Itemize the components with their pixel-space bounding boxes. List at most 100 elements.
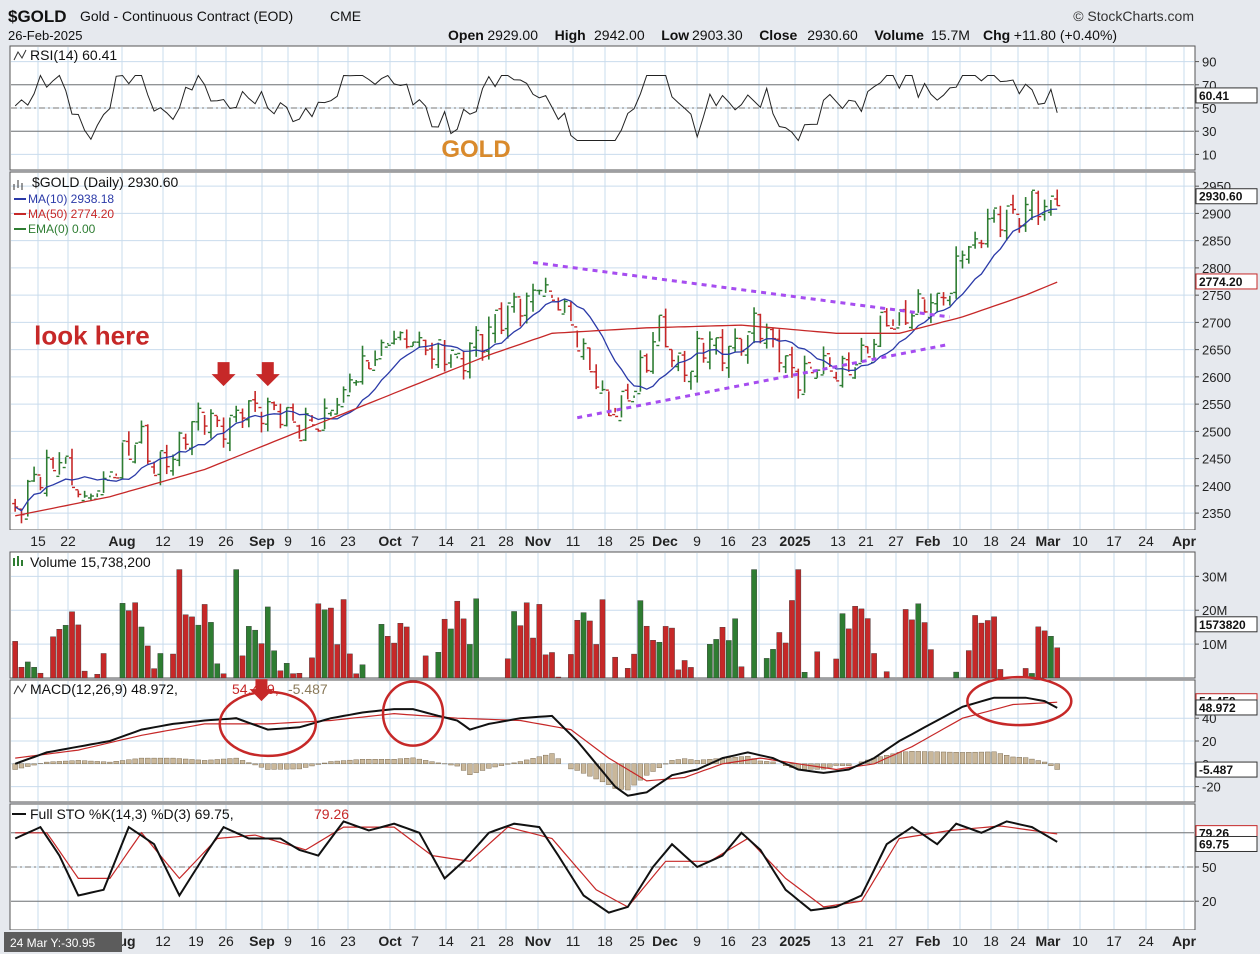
volume-bar <box>662 626 669 679</box>
macd-histogram-bar <box>404 758 410 765</box>
macd-line <box>14 696 1058 797</box>
volume-bar <box>782 642 789 679</box>
macd-histogram-bar <box>530 758 536 765</box>
date-axis-label: 27 <box>888 533 904 549</box>
date-axis-label: 16 <box>310 933 326 949</box>
volume-bar <box>448 628 454 679</box>
volume-bar <box>858 608 865 679</box>
macd-histogram-bar <box>227 758 233 765</box>
macd-histogram-bar <box>113 761 119 764</box>
macd-histogram-bar <box>309 763 315 767</box>
date-axis-label: 21 <box>858 533 874 549</box>
macd-histogram-bar <box>947 751 953 764</box>
date-axis-label: Sep <box>249 933 275 949</box>
date-axis-label: 18 <box>597 533 613 549</box>
date-axis-band <box>0 930 1260 950</box>
volume-bar <box>536 604 543 679</box>
macd-histogram-bar <box>479 763 486 771</box>
macd-histogram-bar <box>669 760 675 765</box>
volume-bar <box>997 669 1004 679</box>
macd-histogram-bar <box>921 751 928 764</box>
macd-histogram-bar <box>694 760 700 765</box>
volume-bar <box>397 623 404 679</box>
date-axis-label: Oct <box>378 933 402 949</box>
price-y-tick-label: 2850 <box>1202 234 1231 249</box>
macd-histogram-bar <box>1023 757 1029 765</box>
rsi-y-tick-label: 10 <box>1202 147 1216 162</box>
price-legend-item: MA(10) 2938.18 <box>28 192 114 206</box>
volume-bar <box>50 636 56 679</box>
volume-bar <box>814 651 821 679</box>
macd-histogram-bar <box>214 759 220 765</box>
macd-histogram-bar <box>176 758 182 765</box>
macd-histogram-bar <box>372 759 378 764</box>
macd-histogram-bar <box>290 763 296 770</box>
volume-bar <box>624 668 631 679</box>
macd-histogram-bar <box>277 763 284 770</box>
date-axis-label: 19 <box>188 933 204 949</box>
gold-annotation: GOLD <box>441 136 510 163</box>
volume-bar <box>751 569 757 679</box>
volume-bar <box>454 600 461 679</box>
volume-bar <box>763 658 770 679</box>
macd-histogram-bar <box>138 757 145 764</box>
macd-histogram-bar <box>132 758 138 765</box>
date-axis-top: 15 22 Aug 12 19 26 Sep 9 16 23 Oct 7 14 21 28 Nov 11 18 25… <box>0 530 1260 550</box>
macd-histogram-bar <box>1004 755 1010 765</box>
macd-histogram-bar <box>644 763 650 776</box>
date-axis-label: 14 <box>438 933 454 949</box>
macd-histogram-bar <box>63 760 69 765</box>
date-axis-label: 15 <box>30 533 46 549</box>
price-y-tick-label: 2700 <box>1202 315 1231 330</box>
macd-histogram-bar <box>265 763 271 770</box>
volume-bars <box>12 569 1061 679</box>
sto-k-last-tag-box <box>1195 835 1258 852</box>
macd-histogram-bar <box>580 763 587 774</box>
volume-bar <box>340 599 347 679</box>
macd-histogram-bar <box>1035 760 1041 764</box>
date-axis-label: Nov <box>525 533 552 549</box>
date-axis-label: 25 <box>629 533 645 549</box>
macd-histogram-bar <box>833 763 839 766</box>
volume-bar <box>100 653 107 679</box>
macd-histogram-bar <box>448 763 454 766</box>
volume-bar <box>195 624 202 679</box>
volume-bar <box>650 640 656 679</box>
exchange-label: CME <box>330 8 361 24</box>
macd-histogram-bar <box>549 753 555 764</box>
date-axis-label: 23 <box>751 933 767 949</box>
volume-bar <box>580 612 587 679</box>
volume-bar <box>81 670 88 679</box>
macd-histogram-bar <box>100 761 107 764</box>
macd-histogram-bar <box>467 763 473 775</box>
macd-histogram-bar <box>94 761 100 765</box>
volume-bar <box>321 609 328 679</box>
volume-bar <box>1054 647 1061 679</box>
macd-histogram-bar <box>12 763 18 770</box>
sto-d-value: 79.26 <box>314 806 349 822</box>
date-axis-label: 21 <box>858 933 874 949</box>
macd-histogram-bar <box>1041 761 1048 764</box>
volume-bar <box>246 626 252 679</box>
macd-histogram-bar <box>252 763 258 766</box>
ohlc-label-open: Open <box>448 27 484 43</box>
macd-histogram-bar <box>88 760 94 765</box>
date-axis-label: 26 <box>218 933 234 949</box>
date-axis-label: 9 <box>693 533 701 549</box>
chart-header: $GOLD Gold - Continuous Contract (EOD) C… <box>8 7 1194 43</box>
volume-bar <box>403 626 410 679</box>
macd-histogram-bar <box>328 761 334 765</box>
volume-bar <box>334 644 341 679</box>
volume-last-tag: 1573820 <box>1199 618 1246 632</box>
ma50-last-tag: 2774.20 <box>1199 275 1243 289</box>
price-legend-item: MA(50) 2774.20 <box>28 207 114 221</box>
macd-histogram-bar <box>732 756 738 765</box>
macd-histogram-bar <box>637 763 643 781</box>
macd-histogram-bar <box>625 763 631 791</box>
volume-bar <box>593 644 599 679</box>
date-axis-label: 18 <box>983 533 999 549</box>
volume-bar <box>233 569 240 679</box>
macd-histogram-bar <box>656 763 662 768</box>
volume-bar <box>852 606 858 679</box>
volume-bar <box>359 664 366 679</box>
